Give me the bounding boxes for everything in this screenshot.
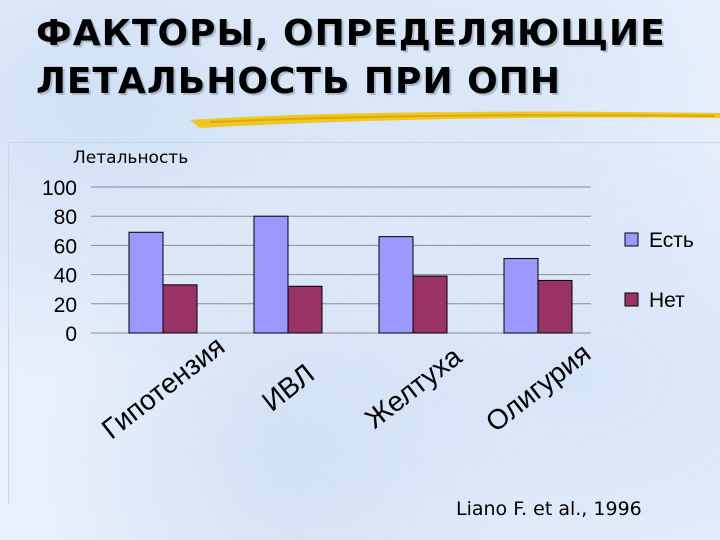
bar-no-3 <box>537 279 573 334</box>
legend-swatch-no <box>624 292 639 307</box>
slide-title: ФАКТОРЫ, ОПРЕДЕЛЯЮЩИЕ ЛЕТАЛЬНОСТЬ ПРИ ОП… <box>36 10 666 106</box>
title-line-2: ЛЕТАЛЬНОСТЬ ПРИ ОПН <box>36 61 561 102</box>
bar-yes-3 <box>503 258 539 334</box>
x-tick-label-2: Желтуха <box>359 340 467 434</box>
x-tick-label-1: ИВЛ <box>256 358 320 417</box>
bar-yes-1 <box>253 215 289 334</box>
y-tick-label-80: 80 <box>54 206 77 229</box>
title-underline-brush <box>190 111 720 128</box>
x-tick-label-3: Олигурия <box>480 337 597 438</box>
legend-label-no: Нет <box>649 289 685 312</box>
x-tick-label-0: Гипотензия <box>96 330 231 445</box>
bar-chart: Летальность 100 80 60 40 20 0 Гипотензия ИВЛ Желт… <box>8 142 720 503</box>
legend-label-yes: Есть <box>649 229 694 252</box>
y-tick-label-60: 60 <box>54 235 77 258</box>
y-tick-label-100: 100 <box>42 177 77 200</box>
y-tick-label-40: 40 <box>54 265 77 288</box>
bar-yes-0 <box>128 231 164 334</box>
legend-swatch-yes <box>624 232 639 247</box>
bar-no-2 <box>412 275 448 334</box>
citation: Liano F. et al., 1996 <box>456 498 642 520</box>
bar-yes-2 <box>378 236 414 334</box>
bar-no-0 <box>162 284 198 334</box>
y-tick-label-0: 0 <box>65 323 77 346</box>
title-line-1: ФАКТОРЫ, ОПРЕДЕЛЯЮЩИЕ <box>36 13 666 54</box>
y-tick-label-20: 20 <box>54 294 77 317</box>
chart-svg: Летальность 100 80 60 40 20 0 Гипотензия ИВЛ Желт… <box>42 148 694 445</box>
bar-no-1 <box>287 285 323 334</box>
y-axis-label: Летальность <box>73 148 188 168</box>
